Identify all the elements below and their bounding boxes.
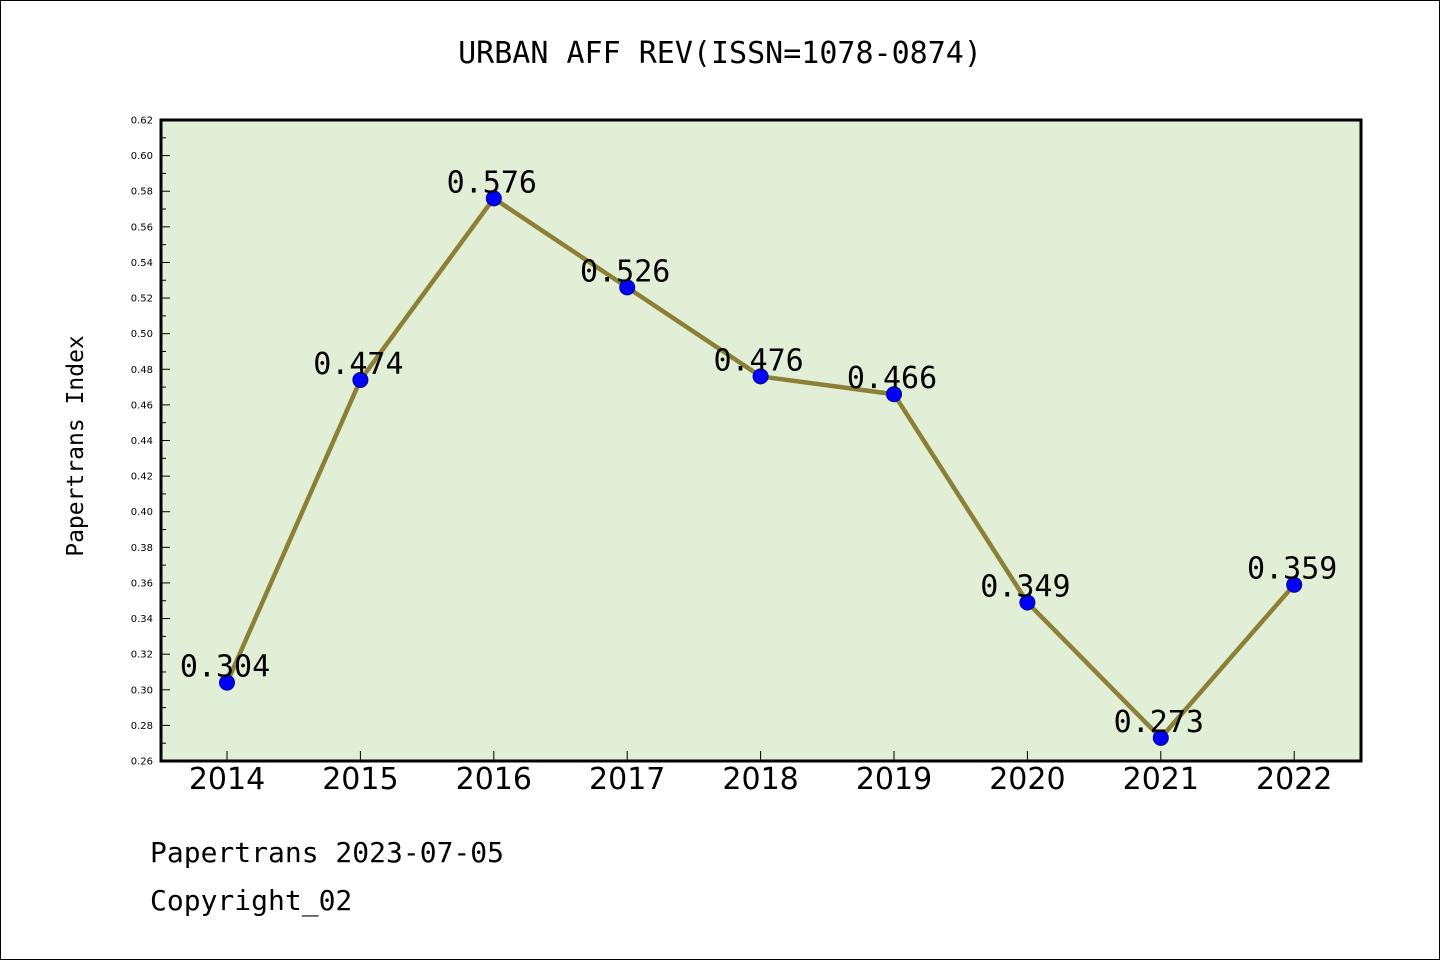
y-tick-label: 0.58 <box>131 187 153 198</box>
y-tick-label: 0.44 <box>131 436 153 447</box>
data-point-marker <box>1019 594 1036 611</box>
data-point-marker <box>1152 729 1169 746</box>
y-tick-label: 0.38 <box>131 543 153 554</box>
data-point-marker <box>886 386 902 403</box>
data-label: 0.349 <box>980 570 1070 605</box>
x-tick-label: 2014 <box>189 762 265 797</box>
data-label: 0.359 <box>1247 552 1337 587</box>
data-point-marker <box>485 190 502 207</box>
data-label: 0.576 <box>447 165 537 200</box>
plot-border <box>159 118 1363 763</box>
data-point-marker <box>219 674 235 691</box>
x-axis: 2014 2015 2016 2017 2018 2019 2020 2021 2022 <box>189 751 1332 797</box>
x-tick-label: 2020 <box>989 762 1065 797</box>
y-tick-label: 0.30 <box>131 685 153 696</box>
data-label: 0.526 <box>580 254 670 289</box>
x-tick-label: 2018 <box>722 762 798 797</box>
y-tick-label: 0.40 <box>131 507 153 518</box>
data-point-marker <box>752 368 769 385</box>
y-tick-label: 0.34 <box>131 614 153 625</box>
x-tick-label: 2021 <box>1123 762 1199 797</box>
x-tick-label: 2016 <box>456 762 532 797</box>
y-tick-label: 0.52 <box>131 294 153 305</box>
x-tick-label: 2022 <box>1256 762 1332 797</box>
y-tick-label: 0.42 <box>131 472 153 483</box>
data-label: 0.273 <box>1114 705 1204 740</box>
y-tick-label: 0.56 <box>131 222 153 233</box>
y-tick-label: 0.26 <box>131 757 153 768</box>
y-tick-label: 0.62 <box>131 116 153 127</box>
data-labels: 0.304 0.474 0.576 0.526 0.476 0.466 0.349 0.273… <box>180 165 1338 740</box>
x-tick-label: 2015 <box>322 762 398 797</box>
y-tick-label: 0.28 <box>131 721 153 732</box>
footer-date: Papertrans 2023-07-05 <box>150 836 505 869</box>
data-markers <box>219 190 1303 746</box>
y-tick-label: 0.46 <box>131 400 153 411</box>
y-tick-label: 0.54 <box>131 258 153 269</box>
data-label: 0.474 <box>313 347 403 382</box>
data-label: 0.304 <box>180 650 270 685</box>
x-tick-label: 2017 <box>589 762 665 797</box>
y-tick-label: 0.48 <box>131 365 153 376</box>
plot-area <box>161 120 1361 761</box>
y-tick-label: 0.36 <box>131 578 153 589</box>
data-point-marker <box>1286 576 1303 593</box>
data-label: 0.476 <box>713 343 803 378</box>
y-tick-label: 0.60 <box>131 151 153 162</box>
data-point-marker <box>619 279 636 296</box>
chart-title: URBAN AFF REV(ISSN=1078-0874) <box>458 36 982 71</box>
y-tick-label: 0.32 <box>131 650 153 661</box>
x-tick-label: 2019 <box>856 762 932 797</box>
footer-copyright: Copyright_02 <box>150 884 353 917</box>
data-label: 0.466 <box>847 361 937 396</box>
y-axis: 0.26 0.28 0.30 0.32 0.34 0.36 0.38 0.40 0.42 0.44… <box>131 116 170 768</box>
data-point-marker <box>352 371 369 388</box>
y-tick-label: 0.50 <box>131 329 153 340</box>
